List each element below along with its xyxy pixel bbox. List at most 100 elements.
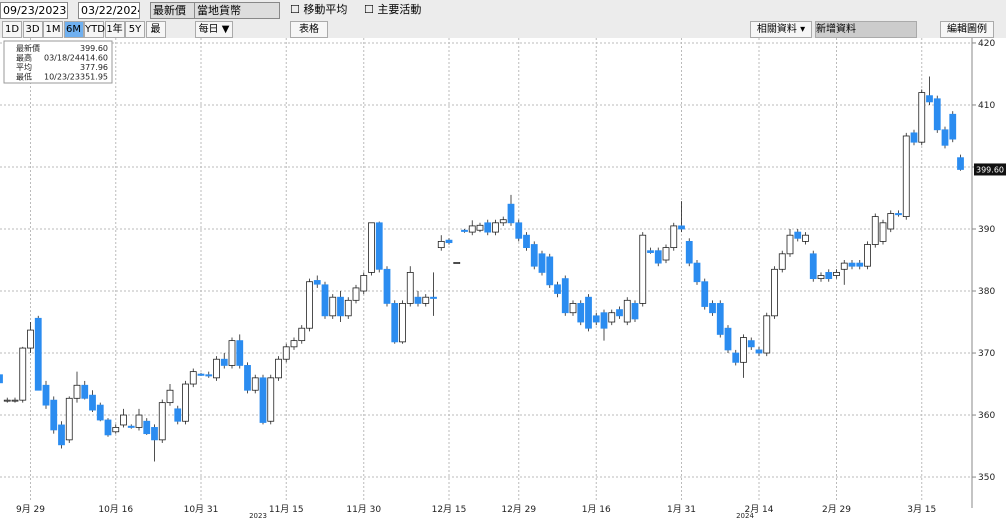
- y-tick-label: 380: [978, 287, 995, 297]
- candle-body: [724, 327, 732, 351]
- x-tick-label: 1月 16: [582, 504, 611, 515]
- candle-body: [414, 296, 422, 304]
- related-button[interactable]: 相關資料 ▾: [750, 21, 812, 38]
- candle-body: [383, 268, 391, 304]
- candle-body: [871, 216, 879, 245]
- candle-body: [910, 132, 918, 143]
- candle-body: [941, 129, 949, 146]
- candle-body: [391, 303, 399, 343]
- candle-body: [499, 219, 507, 224]
- candle-body: [701, 281, 709, 307]
- currency-select[interactable]: 當地貨幣: [194, 2, 280, 19]
- candle-body: [321, 284, 329, 317]
- x-tick-label: 2月 29: [822, 504, 851, 515]
- candle-body: [337, 296, 344, 317]
- legend-name: 最高: [16, 53, 32, 63]
- candle-body: [747, 340, 755, 348]
- x-tick-label: 1月 31: [667, 504, 696, 515]
- candle-body: [306, 281, 313, 329]
- candle-body: [205, 374, 213, 377]
- candle-body: [546, 256, 554, 286]
- legend-value: 351.95: [80, 73, 108, 82]
- range-button[interactable]: 1年: [104, 21, 125, 38]
- candle-body: [802, 234, 809, 242]
- candle-body: [344, 299, 352, 317]
- candle-body: [220, 358, 228, 366]
- candle-body: [189, 371, 197, 385]
- candle-body: [856, 262, 864, 267]
- candle-body: [879, 222, 887, 242]
- candle-body: [298, 327, 306, 342]
- candle-body: [600, 312, 608, 329]
- candle-body: [375, 222, 383, 270]
- candle-body: [654, 250, 662, 264]
- candle-body: [484, 222, 492, 233]
- candle-body: [538, 253, 546, 273]
- candle-body: [662, 247, 670, 261]
- candle-body: [42, 384, 50, 406]
- events[interactable]: ☐ 主要活動: [364, 3, 422, 16]
- candle-body: [809, 253, 817, 280]
- range-button[interactable]: 1M: [43, 21, 63, 38]
- moving-average[interactable]: ☐ 移動平均: [290, 3, 348, 16]
- candle-body: [151, 427, 158, 441]
- candle-body: [11, 399, 19, 402]
- end-date[interactable]: 03/22/2024: [78, 2, 140, 19]
- candle-body: [468, 225, 476, 233]
- candle-body: [902, 135, 910, 217]
- y-tick-label: 420: [978, 39, 995, 49]
- frequency[interactable]: 每日 ▼: [195, 21, 233, 38]
- y-tick-label: 410: [978, 101, 995, 111]
- candle-body: [507, 203, 515, 224]
- range-button[interactable]: 3D: [22, 21, 43, 38]
- candle-body: [27, 329, 34, 349]
- events-label: 主要活動: [377, 3, 422, 16]
- table-button[interactable]: 表格: [290, 21, 328, 38]
- candle-body: [732, 352, 740, 363]
- candle-body: [864, 244, 871, 267]
- candle-body: [577, 303, 585, 323]
- candle-body: [50, 399, 58, 431]
- candle-body: [58, 424, 65, 446]
- candle-body: [143, 420, 151, 435]
- range-button[interactable]: YTD: [84, 21, 105, 38]
- candle-body: [89, 394, 96, 411]
- year-label: 2023: [249, 512, 267, 519]
- range-button[interactable]: 6M: [63, 21, 84, 38]
- y-tick-label: 360: [978, 411, 995, 421]
- candle-body: [96, 404, 104, 421]
- last-price-box: [974, 163, 1006, 176]
- candle-body: [833, 272, 840, 276]
- candle-body: [0, 374, 3, 384]
- range-button[interactable]: 5Y: [125, 21, 145, 38]
- candle-body: [19, 347, 27, 401]
- start-date[interactable]: 09/23/2023: [0, 2, 68, 19]
- x-tick-label: 9月 29: [16, 504, 45, 515]
- range-button[interactable]: 1D: [2, 21, 22, 38]
- y-tick-label: 390: [978, 225, 995, 235]
- field-select[interactable]: 最新價: [150, 2, 196, 19]
- candle-body: [135, 414, 143, 428]
- candle-body: [740, 337, 747, 363]
- edit-legend[interactable]: 編輯圖例: [940, 21, 994, 38]
- candle-body: [678, 225, 685, 230]
- candle-body: [848, 262, 856, 267]
- candle-body: [825, 272, 833, 280]
- add-data[interactable]: 新增資料: [815, 21, 917, 38]
- candle-body: [716, 303, 724, 335]
- candle-body: [461, 229, 468, 232]
- candle-body: [778, 253, 786, 270]
- candle-body: [887, 213, 895, 230]
- year-label: 2024: [736, 512, 754, 519]
- candle-body: [352, 287, 360, 301]
- x-tick-label: 10月 31: [184, 504, 219, 515]
- candle-body: [569, 303, 577, 314]
- legend-name: 平均: [16, 62, 32, 72]
- y-tick-label: 370: [978, 349, 995, 359]
- candle-body: [251, 377, 259, 391]
- candle-body: [647, 250, 654, 253]
- candle-body: [585, 296, 592, 329]
- candle-body: [476, 224, 484, 231]
- candle-body: [329, 296, 337, 317]
- candle-body: [104, 419, 112, 436]
